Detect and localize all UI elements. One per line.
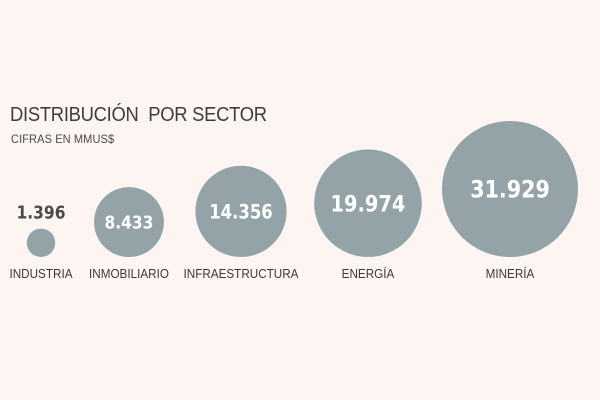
value-label: 1.396 [17,201,66,222]
bubble-industria [26,228,56,257]
category-label: MINERÍA [486,265,535,281]
category-label: ENERGÍA [342,265,395,281]
value-label: 14.356 [209,201,273,224]
chart-subtitle: CIFRAS EN MMUS$ [11,132,115,146]
category-label: INDUSTRIA [9,266,73,281]
value-label: 31.929 [470,176,550,204]
chart-title: DISTRIBUCIÓN POR SECTOR [10,104,267,126]
category-label: INMOBILIARIO [89,266,169,281]
category-label: INFRAESTRUCTURA [184,266,300,281]
bubble-inmobiliario [94,187,164,257]
value-label: 8.433 [105,211,154,232]
value-label: 19.974 [331,190,406,217]
bubble-infraestructura [195,165,287,257]
bubble-energía [314,149,422,257]
bubble-minería [442,121,578,257]
